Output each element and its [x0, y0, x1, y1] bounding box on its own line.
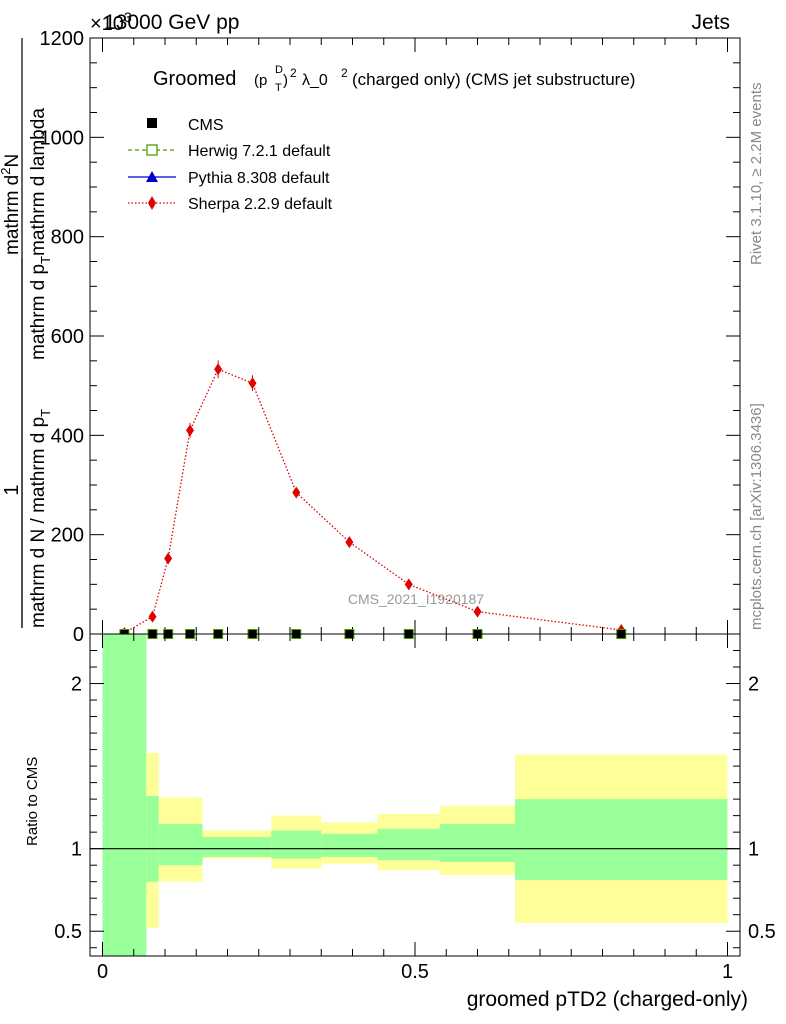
legend-label-herwig: Herwig 7.2.1 default — [188, 143, 331, 160]
ratio-y-ticks: 0.5 0.5 1 1 2 2 — [54, 650, 776, 949]
ratio-band-green — [158, 823, 203, 866]
sherpa-point — [345, 536, 354, 549]
title-rest: (charged only) (CMS jet substructure) — [352, 70, 635, 89]
ratio-band-green — [102, 634, 147, 956]
title-sub-t: T — [275, 82, 282, 94]
x-tick-label: 0 — [97, 961, 108, 983]
ratio-band-green — [271, 830, 322, 859]
ratio-y-tick-label: 1 — [71, 839, 82, 861]
sherpa-point — [404, 578, 413, 591]
main-y-tick-label: 600 — [51, 326, 84, 348]
sherpa-point — [164, 552, 173, 565]
ratio-y-tick-label: 2 — [71, 674, 82, 696]
mcplots-label: mcplots.cern.ch [arXiv:1306.3436] — [748, 403, 765, 630]
sherpa-point — [148, 610, 157, 623]
main-x-ticks — [102, 38, 728, 634]
x-tick-label: 0.5 — [401, 961, 429, 983]
ratio-x-ticks: 0 0.5 1 — [97, 634, 733, 983]
legend: CMS Herwig 7.2.1 default Pythia 8.308 de… — [128, 117, 333, 213]
title-lambda-pow: 2 — [341, 66, 348, 80]
main-y-tick-label: 1000 — [40, 127, 85, 149]
ratio-band-green — [515, 799, 728, 881]
sherpa-point — [248, 377, 257, 390]
legend-entry-sherpa: Sherpa 2.2.9 default — [128, 196, 333, 213]
title-sup-d: D — [275, 64, 283, 76]
main-y-tick-label: 200 — [51, 525, 84, 547]
ratio-band-green — [202, 837, 272, 857]
main-y-tick-label: 800 — [51, 227, 84, 249]
legend-entry-herwig: Herwig 7.2.1 default — [128, 143, 331, 160]
ylabel-numerator: mathrm d2N — [0, 154, 23, 255]
sherpa-point — [292, 486, 301, 499]
ylabel-denominator: mathrm d N / mathrm d pT — [28, 409, 53, 628]
sherpa-point — [473, 605, 482, 618]
ratio-y-tick-label-right: 0.5 — [748, 921, 776, 943]
legend-label-pythia: Pythia 8.308 default — [188, 170, 330, 187]
rivet-label: Rivet 3.1.10, ≥ 2.2M events — [748, 83, 765, 266]
ratio-y-tick-label-right: 2 — [748, 674, 759, 696]
legend-entry-cms: CMS — [147, 117, 224, 134]
ratio-band-green — [321, 833, 378, 857]
x-tick-label: 1 — [722, 961, 733, 983]
ratio-band-green — [440, 823, 515, 862]
x-axis-label: groomed pTD2 (charged-only) — [467, 988, 748, 1011]
title-lambda: λ_0 — [302, 72, 328, 89]
ratio-y-tick-label-right: 1 — [748, 839, 759, 861]
legend-marker-pythia — [146, 171, 158, 182]
header-process: 13000 GeV pp — [104, 11, 239, 34]
legend-label-cms: CMS — [188, 117, 224, 134]
sherpa-point — [186, 424, 194, 437]
ylabel-one: 1 — [1, 484, 23, 495]
legend-label-sherpa: Sherpa 2.2.9 default — [188, 196, 333, 213]
legend-marker-cms — [147, 118, 157, 128]
title-close: ) — [283, 72, 288, 89]
legend-marker-herwig — [146, 144, 158, 156]
main-y-tick-label: 400 — [51, 425, 84, 447]
y-axis-label: 1 mathrm d N / mathrm d pT mathrm d2N ma… — [0, 38, 53, 628]
analysis-watermark: CMS_2021_I1920187 — [348, 591, 484, 607]
main-y-ticks: 0 200 400 600 800 1000 1200 — [40, 28, 740, 646]
ratio-y-tick-label: 0.5 — [54, 921, 82, 943]
title-p: (p — [254, 72, 267, 89]
main-y-tick-label: 1200 — [40, 28, 85, 50]
ylabel-numerator-mid: mathrm d pTmathrm d lambda — [28, 108, 53, 360]
ratio-bands — [102, 634, 728, 956]
main-y-tick-label: 0 — [73, 624, 84, 646]
ratio-band-green — [377, 828, 440, 861]
plot-title: Groomed (p D T ) 2 λ_0 2 (charged only) … — [153, 64, 635, 94]
title-prefix: Groomed — [153, 68, 236, 90]
legend-entry-pythia: Pythia 8.308 default — [128, 170, 330, 187]
legend-marker-sherpa — [148, 196, 156, 210]
ratio-y-label: Ratio to CMS — [24, 757, 41, 846]
title-pow: 2 — [290, 66, 297, 80]
sherpa-point — [214, 363, 223, 376]
header-jets: Jets — [691, 11, 730, 34]
ratio-band-green — [146, 795, 159, 882]
header-exponent: ×103 — [90, 9, 132, 35]
